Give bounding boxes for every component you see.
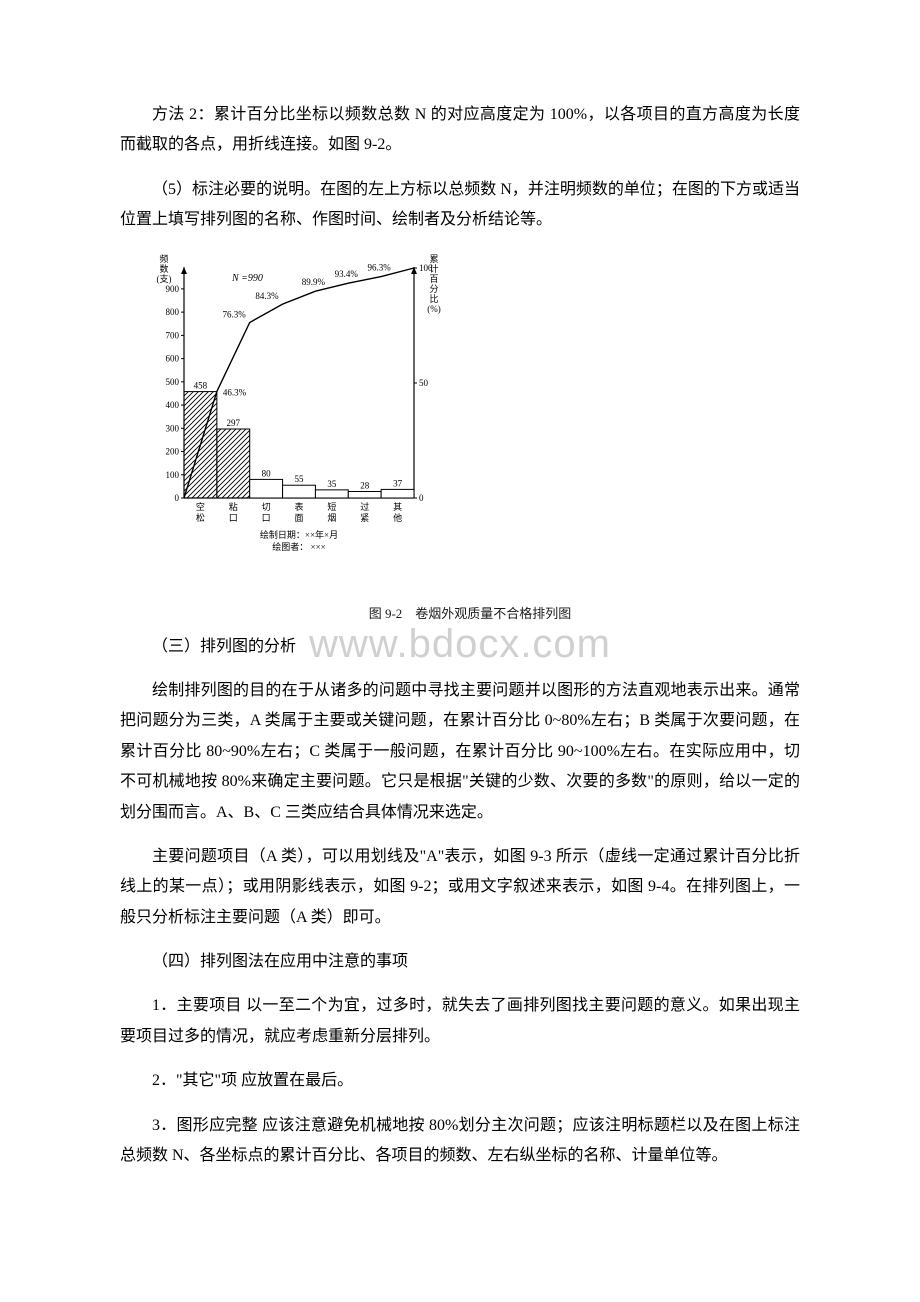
svg-text:烟: 烟 [327, 512, 336, 523]
pareto-chart: 频数(支)累计百分比(%)010020030040050060070080090… [140, 250, 450, 580]
paragraph-item2: 2．"其它"项 应放置在最后。 [120, 1066, 800, 1096]
svg-text:84.3%: 84.3% [255, 291, 279, 301]
svg-text:0: 0 [175, 493, 180, 503]
svg-text:96.3%: 96.3% [368, 262, 392, 272]
svg-text:35: 35 [327, 478, 337, 488]
svg-text:空: 空 [196, 501, 205, 512]
paragraph-item3: 3．图形应完整 应该注意避免机械地按 80%划分主次问题；应该注明标题栏以及在图… [120, 1111, 800, 1172]
chart-caption: 图 9-2 卷烟外观质量不合格排列图 [140, 603, 800, 622]
svg-text:76.3%: 76.3% [222, 309, 246, 319]
svg-text:89.9%: 89.9% [302, 277, 326, 287]
svg-text:其: 其 [393, 502, 402, 512]
svg-text:切: 切 [262, 502, 271, 512]
svg-text:口: 口 [229, 513, 238, 523]
heading-section-4: （四）排列图法在应用中注意的事项 [120, 947, 800, 977]
svg-text:300: 300 [166, 423, 180, 433]
svg-text:(%): (%) [427, 304, 441, 314]
paragraph-item1: 1．主要项目 以一至二个为宜，过多时，就失去了画排列图找主要问题的意义。如果出现… [120, 991, 800, 1052]
svg-text:表: 表 [294, 501, 303, 512]
pareto-chart-container: 频数(支)累计百分比(%)010020030040050060070080090… [140, 250, 800, 622]
svg-text:(支): (支) [157, 273, 172, 284]
svg-text:100: 100 [419, 263, 433, 273]
paragraph-analysis: 绘制排列图的目的在于从诸多的问题中寻找主要问题并以图形的方法直观地表示出来。通常… [120, 676, 800, 828]
svg-text:200: 200 [166, 446, 180, 456]
svg-text:600: 600 [166, 353, 180, 363]
svg-text:紧: 紧 [360, 513, 369, 523]
svg-text:0: 0 [419, 493, 424, 503]
svg-text:28: 28 [360, 480, 370, 490]
svg-text:100: 100 [166, 469, 180, 479]
svg-text:绘图者： ×××: 绘图者： ××× [272, 541, 325, 552]
paragraph-a-class: 主要问题项目（A 类），可以用划线及"A"表示，如图 9-3 所示（虚线一定通过… [120, 842, 800, 933]
svg-text:频: 频 [159, 253, 168, 264]
svg-text:458: 458 [194, 380, 208, 390]
svg-text:他: 他 [393, 512, 402, 523]
svg-text:面: 面 [294, 513, 303, 523]
svg-text:55: 55 [295, 474, 305, 484]
svg-text:93.4%: 93.4% [335, 269, 359, 279]
svg-text:50: 50 [419, 378, 429, 388]
svg-text:37: 37 [393, 478, 403, 488]
svg-text:400: 400 [166, 400, 180, 410]
svg-text:短: 短 [327, 501, 336, 512]
svg-text:500: 500 [166, 376, 180, 386]
svg-text:数: 数 [159, 263, 168, 274]
svg-text:过: 过 [360, 501, 369, 512]
svg-text:分: 分 [429, 284, 438, 294]
paragraph-step5: （5）标注必要的说明。在图的左上方标以总频数 N，并注明频数的单位；在图的下方或… [120, 175, 800, 236]
svg-text:297: 297 [227, 418, 241, 428]
svg-text:800: 800 [166, 307, 180, 317]
svg-text:700: 700 [166, 330, 180, 340]
svg-text:900: 900 [166, 283, 180, 293]
svg-text:46.3%: 46.3% [223, 387, 247, 397]
svg-text:N =990: N =990 [231, 273, 263, 284]
svg-text:百: 百 [429, 274, 438, 284]
svg-text:80: 80 [262, 468, 272, 478]
svg-text:绘制日期：××年×月: 绘制日期：××年×月 [260, 529, 338, 540]
svg-text:口: 口 [262, 513, 271, 523]
heading-section-3: （三）排列图的分析 [120, 632, 800, 662]
svg-text:粘: 粘 [229, 501, 238, 512]
svg-text:比: 比 [429, 293, 438, 304]
svg-text:松: 松 [196, 512, 205, 523]
paragraph-method2: 方法 2：累计百分比坐标以频数总数 N 的对应高度定为 100%，以各项目的直方… [120, 100, 800, 161]
